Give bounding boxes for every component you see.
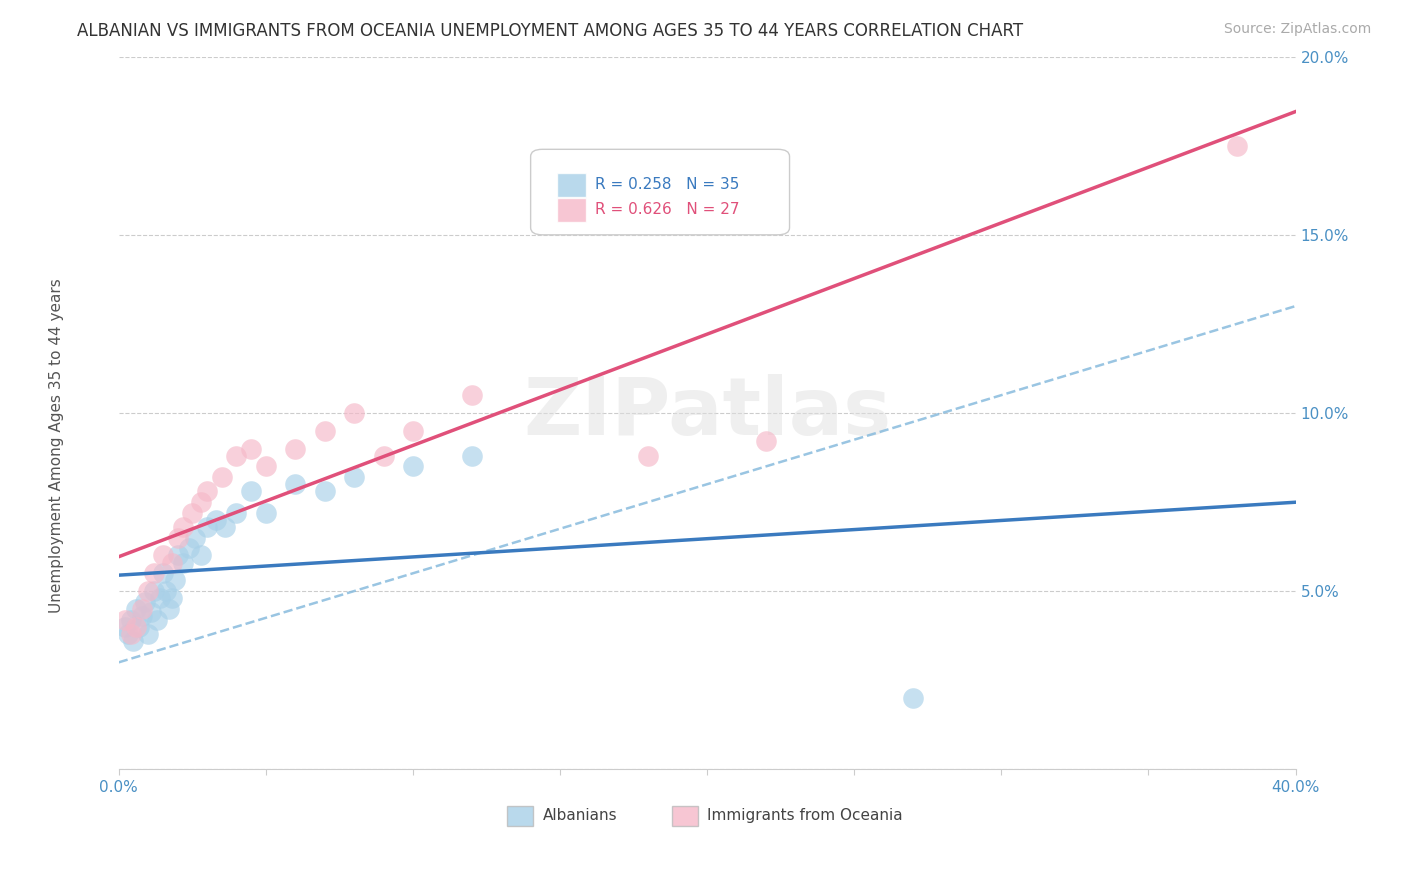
Point (637, 449, 659, 463)
Text: Source: ZipAtlas.com: Source: ZipAtlas.com (1223, 22, 1371, 37)
Point (120, 613, 142, 627)
Point (134, 595, 156, 609)
Text: Albanians: Albanians (543, 808, 617, 823)
Point (152, 549, 174, 563)
Point (152, 566, 174, 581)
Point (225, 506, 247, 520)
Point (284, 477, 307, 491)
Point (190, 495, 212, 509)
Point (131, 609, 153, 624)
Point (225, 449, 247, 463)
Text: ALBANIAN VS IMMIGRANTS FROM OCEANIA UNEMPLOYMENT AMONG AGES 35 TO 44 YEARS CORRE: ALBANIAN VS IMMIGRANTS FROM OCEANIA UNEM… (77, 22, 1024, 40)
Point (172, 556, 194, 570)
Text: Immigrants from Oceania: Immigrants from Oceania (707, 808, 903, 823)
Point (149, 591, 172, 606)
Point (163, 574, 186, 588)
Point (143, 566, 166, 581)
Point (240, 442, 263, 456)
Point (548, 192, 571, 206)
Point (114, 620, 136, 634)
Text: Unemployment Among Ages 35 to 44 years: Unemployment Among Ages 35 to 44 years (49, 278, 63, 614)
Point (125, 620, 148, 634)
Point (205, 513, 228, 527)
Text: ZIPatlas: ZIPatlas (523, 374, 891, 452)
Point (254, 459, 277, 474)
Text: R = 0.258   N = 35: R = 0.258 N = 35 (595, 178, 740, 193)
Point (240, 484, 263, 499)
Point (160, 591, 183, 606)
Point (755, 434, 778, 449)
Point (343, 406, 366, 420)
Point (181, 506, 204, 520)
Point (120, 627, 142, 641)
Point (190, 549, 212, 563)
Point (214, 520, 236, 534)
Point (122, 634, 145, 648)
Point (160, 556, 183, 570)
FancyBboxPatch shape (508, 805, 533, 825)
Point (195, 520, 218, 534)
Point (117, 627, 139, 641)
Point (114, 613, 136, 627)
Point (461, 388, 484, 402)
Point (211, 470, 233, 484)
Point (402, 424, 425, 438)
Point (155, 584, 177, 599)
Point (901, 690, 924, 705)
FancyBboxPatch shape (672, 805, 697, 825)
Point (284, 442, 307, 456)
Point (373, 449, 395, 463)
Point (314, 424, 336, 438)
Point (125, 602, 148, 616)
FancyBboxPatch shape (557, 173, 586, 197)
Point (343, 470, 366, 484)
Point (143, 584, 166, 599)
Point (139, 606, 162, 620)
Point (1226, 138, 1249, 153)
Point (136, 627, 159, 641)
Point (195, 484, 218, 499)
FancyBboxPatch shape (557, 198, 586, 221)
Point (402, 459, 425, 474)
Point (254, 506, 277, 520)
Point (166, 531, 188, 545)
Point (184, 531, 207, 545)
Point (131, 602, 153, 616)
Point (461, 449, 484, 463)
Text: R = 0.626   N = 27: R = 0.626 N = 27 (595, 202, 740, 218)
Point (179, 541, 201, 556)
Point (146, 613, 169, 627)
Point (128, 620, 150, 634)
Point (157, 602, 180, 616)
Point (172, 520, 194, 534)
Point (136, 584, 159, 599)
FancyBboxPatch shape (530, 149, 790, 235)
Point (314, 484, 336, 499)
Point (166, 549, 188, 563)
